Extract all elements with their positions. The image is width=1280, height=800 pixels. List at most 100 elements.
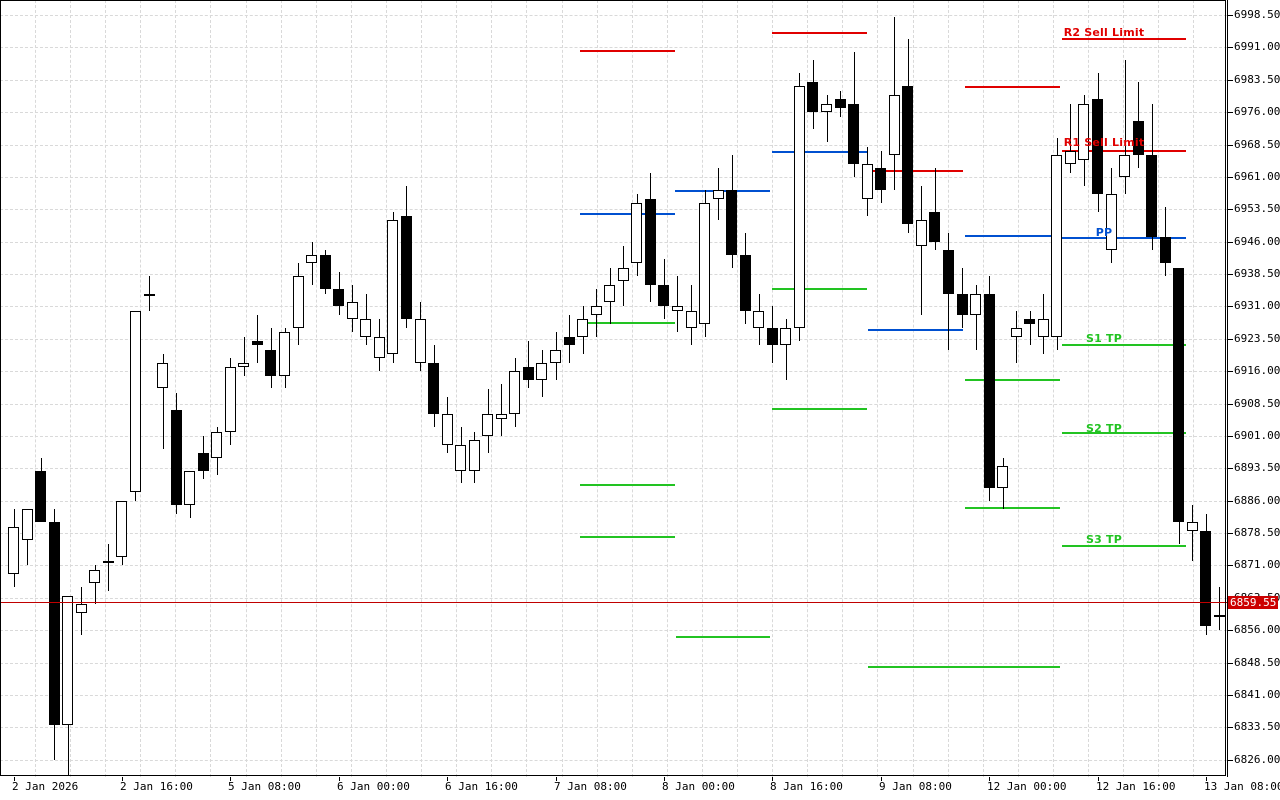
level-line-s3-tp <box>580 536 675 538</box>
price-axis-tick <box>1228 15 1233 16</box>
candle-wick <box>1219 587 1220 631</box>
price-axis-tick <box>1228 760 1233 761</box>
price-axis-tick <box>1228 274 1233 275</box>
candle-body <box>807 82 818 113</box>
gridline-horizontal <box>0 339 1227 340</box>
candle-body <box>1038 319 1049 337</box>
gridline-vertical <box>70 0 71 777</box>
gridline-vertical <box>316 0 317 777</box>
price-axis-tick <box>1228 695 1233 696</box>
gridline-vertical <box>1158 0 1159 777</box>
candle-body <box>916 220 927 247</box>
level-line-s2-tp <box>772 408 867 410</box>
price-axis-label: 6856.00 <box>1234 623 1280 636</box>
price-axis-label: 6893.50 <box>1234 461 1280 474</box>
price-axis-label: 6991.00 <box>1234 40 1280 53</box>
candle-body <box>415 319 426 363</box>
time-axis-label: 6 Jan 00:00 <box>337 780 410 793</box>
plot-area[interactable]: R2 Sell Limit R1 Sell Limit PP S1 TP S2 TP S3… <box>0 0 1227 777</box>
candle-body <box>225 366 236 432</box>
candle-body <box>523 366 534 380</box>
time-axis-tick <box>14 777 15 781</box>
price-axis-tick <box>1228 663 1233 664</box>
price-axis-label: 6908.50 <box>1234 397 1280 410</box>
candle-body <box>103 561 114 564</box>
price-axis-label: 6826.00 <box>1234 753 1280 766</box>
price-axis-tick <box>1228 242 1233 243</box>
price-axis-label: 6901.00 <box>1234 429 1280 442</box>
candle-body <box>1051 155 1062 337</box>
price-axis[interactable]: 6998.50 6991.00 6983.50 6976.00 6968.50 6961.… <box>1227 0 1280 777</box>
price-axis-label: 6848.50 <box>1234 656 1280 669</box>
candle-wick <box>244 336 245 376</box>
candle-body <box>144 293 155 296</box>
candle-body <box>89 569 100 583</box>
gridline-vertical <box>35 0 36 777</box>
gridline-horizontal <box>0 242 1227 243</box>
level-line-s3-tp <box>868 666 1060 668</box>
candle-body <box>1092 99 1103 195</box>
price-axis-label: 6976.00 <box>1234 105 1280 118</box>
price-axis-tick <box>1228 80 1233 81</box>
candle-wick <box>935 168 936 251</box>
candle-body <box>862 164 873 199</box>
candle-body <box>997 466 1008 488</box>
candle-wick <box>827 94 828 143</box>
candle-wick <box>501 384 502 436</box>
price-axis-label: 6946.00 <box>1234 235 1280 248</box>
time-axis-tick <box>339 777 340 781</box>
candle-body <box>1214 614 1225 618</box>
candle-body <box>686 310 697 329</box>
gridline-vertical <box>246 0 247 777</box>
gridline-horizontal <box>0 598 1227 599</box>
gridline-vertical <box>842 0 843 777</box>
candle-wick <box>163 353 164 449</box>
level-line-s2-tp <box>965 507 1060 509</box>
gridline-vertical <box>210 0 211 777</box>
time-axis-tick <box>1206 777 1207 781</box>
gridline-vertical <box>1088 0 1089 777</box>
candle-body <box>889 94 900 156</box>
price-axis-label: 6923.50 <box>1234 332 1280 345</box>
candle-body <box>957 293 968 316</box>
candle-body <box>387 220 398 354</box>
price-axis-tick <box>1228 727 1233 728</box>
time-axis[interactable]: 2 Jan 2026 2 Jan 16:00 5 Jan 08:00 6 Jan 00… <box>0 777 1280 800</box>
gridline-vertical <box>421 0 422 777</box>
time-axis-label: 12 Jan 00:00 <box>987 780 1067 793</box>
candle-body <box>1065 151 1076 165</box>
candle-body <box>591 306 602 316</box>
price-axis-label: 6938.50 <box>1234 267 1280 280</box>
candle-body <box>62 595 73 726</box>
candle-body <box>333 289 344 307</box>
gridline-vertical <box>807 0 808 777</box>
price-axis-label: 6931.00 <box>1234 299 1280 312</box>
candle-wick <box>976 284 977 350</box>
candle-body <box>726 189 737 255</box>
candle-body <box>848 103 859 165</box>
candle-body <box>631 202 642 264</box>
level-line-r2-sell-limit <box>772 32 867 34</box>
level-line-r1-sell-limit <box>866 170 963 172</box>
gridline-vertical <box>667 0 668 777</box>
candle-body <box>672 306 683 311</box>
candle-body <box>265 349 276 376</box>
candle-body <box>875 168 886 190</box>
gridline-horizontal <box>0 177 1227 178</box>
gridline-horizontal <box>0 760 1227 761</box>
gridline-horizontal <box>0 47 1227 48</box>
candle-body <box>564 336 575 346</box>
level-label-r1-sell-limit: R1 Sell Limit <box>1063 136 1145 149</box>
price-axis-label: 6953.50 <box>1234 202 1280 215</box>
candle-body <box>198 453 209 471</box>
current-price-line <box>0 602 1227 603</box>
time-axis-tick <box>881 777 882 781</box>
gridline-horizontal <box>0 501 1227 502</box>
time-axis-label: 8 Jan 00:00 <box>662 780 735 793</box>
price-axis-label: 6961.00 <box>1234 170 1280 183</box>
gridline-vertical <box>632 0 633 777</box>
level-label-pp: PP <box>1095 226 1113 239</box>
time-axis-label: 2 Jan 2026 <box>12 780 79 793</box>
gridline-vertical <box>877 0 878 777</box>
price-axis-tick <box>1228 436 1233 437</box>
